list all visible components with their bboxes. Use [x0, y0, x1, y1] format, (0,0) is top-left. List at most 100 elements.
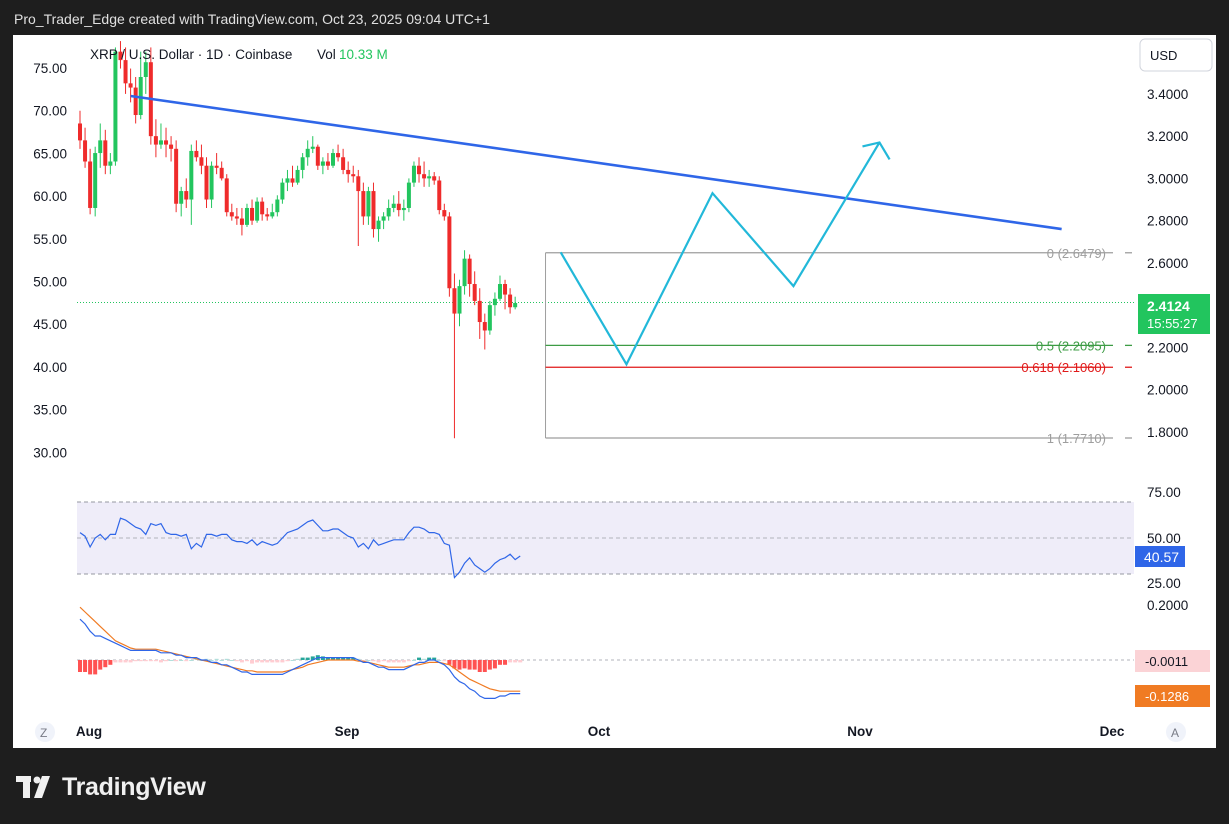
auto-scale-button[interactable] — [1166, 722, 1186, 742]
macd-histogram-bar — [219, 660, 224, 661]
macd-histogram-bar — [179, 660, 184, 661]
macd-histogram-bar — [285, 660, 290, 662]
price-axis-tick: 3.0000 — [1147, 171, 1188, 186]
chart-canvas[interactable]: 0 (2.6479) 0.5 (2.2095) 0.618 (2.1060) 1 (1… — [13, 35, 1216, 748]
candle-body — [361, 191, 366, 217]
candle-body — [204, 165, 209, 200]
candle — [331, 148, 335, 168]
currency-button[interactable] — [1139, 38, 1213, 72]
candle — [285, 169, 290, 192]
candle — [78, 110, 82, 149]
candle — [118, 41, 123, 69]
currency-button-label: USD — [1150, 48, 1177, 63]
candle-body — [417, 165, 422, 175]
bar-countdown: 15:55:27 — [1147, 316, 1198, 331]
zoom-button[interactable] — [35, 722, 55, 742]
macd-histogram-bar — [513, 660, 518, 663]
chart-caption: Pro_Trader_Edge created with TradingView… — [14, 11, 490, 27]
candle — [83, 127, 88, 168]
candle-body — [239, 218, 244, 225]
macd-histogram-bar — [224, 658, 229, 660]
candle — [437, 176, 442, 215]
candle-body — [88, 161, 93, 208]
candle — [310, 136, 315, 154]
candle — [503, 279, 508, 310]
candle-body — [452, 288, 457, 314]
candle-body — [497, 284, 502, 299]
macd-histogram-bar — [153, 660, 158, 662]
candle — [270, 203, 275, 219]
candle — [113, 47, 118, 166]
candle-body — [229, 212, 234, 217]
candle-body — [391, 203, 396, 208]
candle-body — [422, 174, 427, 179]
macd-histogram-bar — [366, 660, 371, 661]
candle-body — [482, 322, 487, 331]
legend-vol-label: Vol — [317, 47, 336, 62]
macd-histogram-bar — [472, 660, 477, 670]
fib-retracement[interactable]: 0 (2.6479) 0.5 (2.2095) 0.618 (2.1060) 1 (1… — [545, 246, 1132, 446]
candle — [432, 172, 437, 185]
macd-histogram-bar — [477, 660, 482, 672]
fib-level-label: 0 (2.6479) — [1047, 246, 1106, 261]
macd-histogram-bar — [265, 660, 270, 663]
candle-body — [477, 300, 482, 323]
rsi-axis-tick: 75.00 — [1147, 485, 1181, 500]
candle — [513, 296, 518, 310]
last-price-value: 2.4124 — [1147, 298, 1190, 314]
macd-histogram-bar — [113, 660, 118, 663]
chart-panel[interactable]: 0 (2.6479) 0.5 (2.2095) 0.618 (2.1060) 1 (1… — [13, 35, 1216, 748]
candle — [138, 51, 143, 120]
fib-level-label: 0.618 (2.1060) — [1021, 360, 1106, 375]
price-axis-tick: 2.0000 — [1147, 383, 1188, 398]
candle — [300, 153, 305, 179]
macd-line — [79, 618, 521, 700]
drawings[interactable] — [130, 94, 1062, 367]
macd-histogram-bar — [452, 660, 457, 669]
left-axis-tick: 45.00 — [33, 317, 67, 332]
candle — [406, 178, 411, 213]
legend-symbol-title: XRP / U.S. Dollar · 1D · Coinbase — [90, 47, 292, 62]
macd-histogram-bar — [391, 660, 396, 663]
candle — [108, 153, 113, 175]
macd-histogram-bar — [133, 660, 138, 662]
macd-histogram-bar — [295, 658, 300, 660]
candle-body — [209, 165, 214, 200]
candle — [492, 292, 497, 316]
macd-histogram-bar — [290, 660, 295, 661]
candle-body — [371, 191, 376, 230]
candle — [250, 199, 255, 225]
candle-body — [376, 220, 381, 230]
left-axis-tick: 75.00 — [33, 61, 67, 76]
candle — [417, 157, 422, 183]
price-axis-tick: 2.6000 — [1147, 256, 1188, 271]
candle — [275, 195, 280, 217]
tradingview-logo[interactable]: TradingView — [16, 771, 206, 803]
left-axis-tick: 70.00 — [33, 104, 67, 119]
candle — [169, 136, 174, 162]
macd-histogram-bar — [300, 657, 305, 660]
candle-body — [432, 176, 437, 181]
candle — [280, 178, 285, 204]
candle-body — [427, 176, 432, 179]
macd-histogram-bar — [250, 660, 255, 664]
macd-histogram-bar — [401, 660, 406, 663]
candle-body — [513, 303, 518, 308]
candle-body — [341, 157, 346, 170]
candle — [422, 161, 427, 187]
macd-histogram-bar — [169, 660, 174, 661]
candle-body — [270, 212, 275, 217]
macd-histogram-bar — [118, 660, 123, 663]
candle-body — [356, 176, 361, 192]
macd-histogram-bar — [411, 660, 416, 661]
macd-histogram-bar — [98, 660, 103, 670]
macd-histogram-bar — [239, 660, 244, 663]
candle — [381, 212, 386, 230]
candle — [386, 199, 391, 221]
tradingview-wordmark: TradingView — [62, 772, 206, 801]
candle-body — [189, 150, 194, 200]
candle-body — [280, 182, 285, 200]
candle-body — [401, 207, 406, 211]
candle — [401, 199, 406, 221]
candle-body — [158, 140, 163, 145]
